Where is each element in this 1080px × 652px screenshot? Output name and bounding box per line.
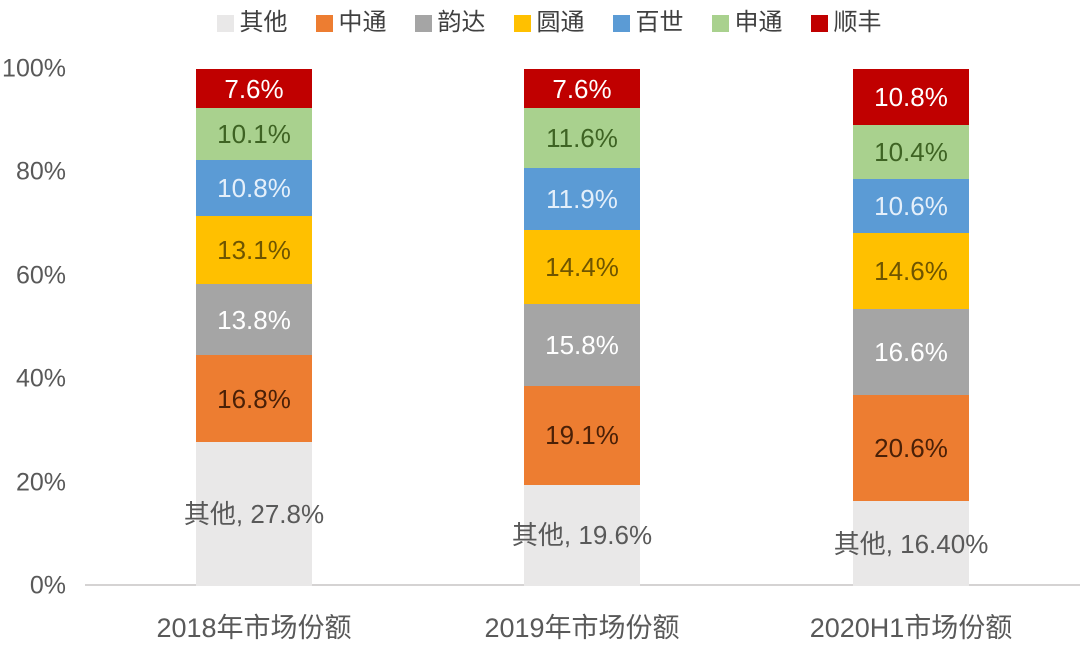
segment-value-label: 16.6% <box>874 336 948 367</box>
legend-item: 韵达 <box>414 9 486 36</box>
legend-label: 其他 <box>239 9 288 36</box>
bar-segment: 其他, 16.40% <box>834 501 988 586</box>
segment-value-label: 19.1% <box>545 420 619 451</box>
bar-segment: 20.6% <box>853 394 969 502</box>
legend-swatch-icon <box>513 14 531 32</box>
bar-segment: 16.6% <box>853 308 969 395</box>
y-axis-tick-label: 40% <box>15 364 66 393</box>
y-axis-tick-label: 0% <box>29 571 66 600</box>
stacked-bar: 7.6% 10.1% 10.8% 13.1% 13.8% 16.8% 其他, 27.8% <box>184 69 324 586</box>
legend-label: 中通 <box>338 9 387 36</box>
segment-value-label: 10.8% <box>217 173 291 204</box>
segment-value-label: 11.6% <box>546 123 618 154</box>
legend-item: 其他 <box>216 9 288 36</box>
segment-value-label: 13.1% <box>217 235 291 266</box>
legend-label: 百世 <box>635 9 684 36</box>
bar-segment: 10.1% <box>196 108 312 161</box>
legend-item: 圆通 <box>513 9 585 36</box>
bar-segment: 19.1% <box>524 385 640 485</box>
stacked-bar: 7.6% 11.6% 11.9% 14.4% 15.8% 19.1% 其他, 19.6% <box>512 69 652 586</box>
stacked-bar: 10.8% 10.4% 10.6% 14.6% 16.6% 20.6% 其他, 16.40% <box>834 69 988 586</box>
bar-segment: 其他, 27.8% <box>184 442 324 586</box>
bar-segment: 其他, 19.6% <box>512 484 652 586</box>
x-axis-category-label: 2019年市场份额 <box>484 613 680 643</box>
segment-value-label: 20.6% <box>874 432 948 463</box>
y-axis-tick-label: 80% <box>15 157 66 186</box>
y-axis-tick-label: 20% <box>15 468 66 497</box>
segment-value-label: 10.1% <box>217 119 291 150</box>
bar-segment: 7.6% <box>524 69 640 109</box>
segment-value-label: 7.6% <box>552 73 612 104</box>
bar-segment: 13.8% <box>196 284 312 356</box>
segment-value-label: 7.6% <box>224 73 284 104</box>
legend-label: 顺丰 <box>833 9 882 36</box>
bar-segment: 14.4% <box>524 229 640 305</box>
segment-value-label: 10.6% <box>874 190 948 221</box>
segment-value-label: 其他, 27.8% <box>183 499 325 530</box>
segment-value-label: 15.8% <box>545 330 619 361</box>
bar-segment: 15.8% <box>524 304 640 386</box>
segment-value-label: 其他, 16.40% <box>833 528 989 559</box>
segment-value-label: 14.4% <box>545 251 619 282</box>
segment-value-label: 13.8% <box>217 304 291 335</box>
legend-swatch-icon <box>216 14 234 32</box>
segment-value-label: 16.8% <box>217 383 291 414</box>
segment-value-label: 11.9% <box>546 184 618 214</box>
legend-swatch-icon <box>414 14 432 32</box>
bar-segment: 14.6% <box>853 233 969 309</box>
chart-legend: 其他 中通 韵达 圆通 百世 申通 顺丰 <box>0 6 1080 40</box>
bar-segment: 10.8% <box>853 69 969 125</box>
legend-swatch-icon <box>711 14 729 32</box>
legend-swatch-icon <box>315 14 333 32</box>
legend-label: 韵达 <box>437 9 486 36</box>
bar-segment: 10.6% <box>853 178 969 234</box>
legend-swatch-icon <box>612 14 630 32</box>
bar-segment: 16.8% <box>196 355 312 443</box>
bar-segment: 11.9% <box>524 168 640 230</box>
x-axis-category-label: 2020H1市场份额 <box>809 613 1013 643</box>
segment-value-label: 14.6% <box>874 256 948 287</box>
legend-item: 百世 <box>612 9 684 36</box>
y-axis-tick-label: 100% <box>2 54 66 83</box>
legend-label: 圆通 <box>536 9 585 36</box>
legend-item: 中通 <box>315 9 387 36</box>
legend-label: 申通 <box>734 9 783 36</box>
bar-segment: 10.8% <box>196 160 312 217</box>
legend-swatch-icon <box>810 14 828 32</box>
legend-item: 申通 <box>711 9 783 36</box>
bar-segment: 11.6% <box>524 108 640 169</box>
y-axis-tick-label: 60% <box>15 261 66 290</box>
segment-value-label: 其他, 19.6% <box>511 520 653 551</box>
x-axis-category-label: 2018年市场份额 <box>156 613 352 643</box>
bar-segment: 10.4% <box>853 124 969 179</box>
bar-segment: 13.1% <box>196 216 312 285</box>
segment-value-label: 10.4% <box>874 136 948 167</box>
bar-segment: 7.6% <box>196 69 312 109</box>
legend-item: 顺丰 <box>810 9 882 36</box>
segment-value-label: 10.8% <box>874 81 948 112</box>
